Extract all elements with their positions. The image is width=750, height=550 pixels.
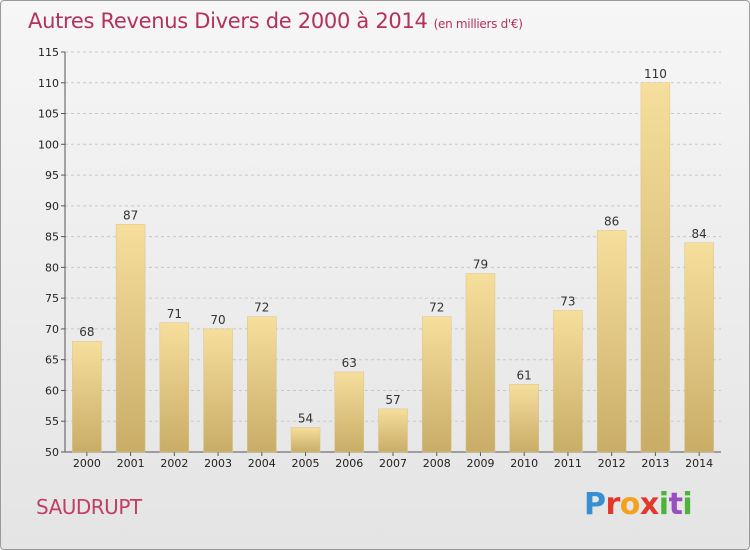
y-tick-label: 90 [45, 200, 59, 213]
bar-2002 [159, 322, 190, 453]
y-tick-label: 80 [45, 261, 59, 274]
bar-2006 [334, 371, 365, 453]
x-tick-label: 2009 [466, 457, 494, 470]
bar-2005 [290, 427, 321, 453]
y-tick-label: 110 [38, 77, 59, 90]
y-tick-label: 70 [45, 323, 59, 336]
x-tick-label: 2003 [204, 457, 232, 470]
bar-2011 [553, 310, 583, 453]
bar-value-label: 72 [254, 301, 269, 315]
y-tick-label: 85 [45, 231, 59, 244]
commune-name: SAUDRUPT [36, 495, 142, 519]
bar-value-label: 61 [517, 368, 532, 382]
x-tick-label: 2011 [554, 457, 582, 470]
bar-value-label: 57 [385, 393, 400, 407]
bar-2014 [684, 242, 714, 453]
y-tick-label: 115 [38, 46, 59, 59]
chart-subtitle: (en milliers d'€) [433, 17, 523, 31]
bar-value-label: 73 [560, 294, 575, 308]
bar-value-label: 110 [644, 67, 667, 81]
bar-value-label: 79 [473, 258, 488, 272]
x-tick-label: 2004 [248, 457, 276, 470]
bar-2000 [72, 340, 102, 453]
bars [72, 82, 714, 453]
x-tick-label: 2014 [685, 457, 713, 470]
y-tick-label: 95 [45, 169, 59, 182]
chart-title: Autres Revenus Divers de 2000 à 2014 (en … [28, 9, 523, 33]
chart-title-text: Autres Revenus Divers de 2000 à 2014 [28, 9, 428, 33]
y-tick-label: 65 [45, 354, 59, 367]
x-tick-label: 2001 [117, 457, 145, 470]
labels: 50 55 60 65 70 75 80 85 90 95 100 105 110 115 68 2000 87… [38, 46, 713, 470]
bar-value-label: 70 [210, 313, 225, 327]
x-tick-label: 2012 [598, 457, 626, 470]
y-tick-label: 105 [38, 108, 59, 121]
bar-value-label: 72 [429, 301, 444, 315]
y-tick-label: 50 [45, 446, 59, 459]
bar-2003 [203, 328, 233, 453]
x-tick-label: 2008 [423, 457, 451, 470]
x-tick-label: 2006 [335, 457, 363, 470]
y-tick-label: 100 [38, 138, 59, 151]
x-tick-label: 2010 [510, 457, 538, 470]
bar-value-label: 71 [167, 307, 182, 321]
bar-value-label: 87 [123, 208, 138, 222]
bar-2008 [421, 316, 452, 453]
x-tick-label: 2013 [641, 457, 669, 470]
bar-value-label: 63 [342, 356, 357, 370]
bar-2001 [115, 224, 146, 453]
bar-2013 [640, 82, 671, 453]
proxiti-logo[interactable]: Proxiti [584, 487, 693, 522]
bar-value-label: 54 [298, 411, 313, 425]
x-tick-label: 2005 [292, 457, 320, 470]
x-tick-label: 2002 [160, 457, 188, 470]
bar-value-label: 84 [691, 227, 706, 241]
y-tick-label: 75 [45, 292, 59, 305]
y-tick-label: 55 [45, 415, 59, 428]
bar-value-label: 86 [604, 214, 619, 228]
y-tick-label: 60 [45, 384, 59, 397]
bar-2009 [465, 273, 496, 453]
bar-2012 [596, 230, 627, 453]
bar-2010 [509, 384, 539, 453]
x-tick-label: 2007 [379, 457, 407, 470]
x-tick-label: 2000 [73, 457, 101, 470]
bar-value-label: 68 [79, 325, 94, 339]
bar-2004 [247, 316, 277, 453]
bar-2007 [378, 408, 408, 453]
